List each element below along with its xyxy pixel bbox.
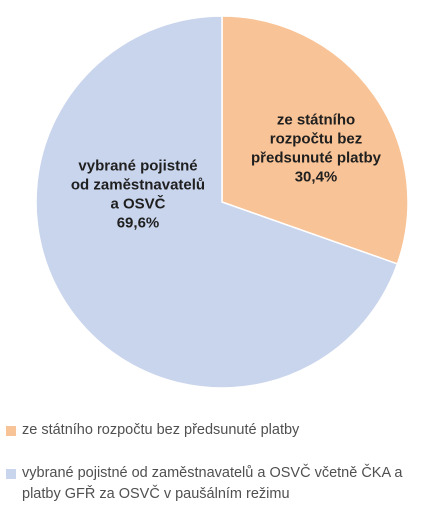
slice-label-line: předsunuté platby <box>251 150 382 167</box>
slice-label-state-budget: ze státního rozpočtu bez předsunuté platby… <box>251 112 382 186</box>
legend-swatch-collected-insurance <box>6 469 16 479</box>
legend-item-state-budget: ze státního rozpočtu bez předsunuté plat… <box>6 420 442 441</box>
pie-slice-state-budget <box>221 15 409 265</box>
slice-label-line: od zaměstnavatelů <box>71 177 205 194</box>
pie-slice-collected-insurance <box>35 15 399 389</box>
slice-value-state-budget: 30,4% <box>295 169 338 186</box>
legend-label-state-budget: ze státního rozpočtu bez předsunuté plat… <box>22 422 300 438</box>
slice-label-line: rozpočtu bez <box>270 131 363 148</box>
chart-legend: ze státního rozpočtu bez předsunuté plat… <box>6 420 442 505</box>
legend-label-collected-insurance: vybrané pojistné od zaměstnavatelů a OSV… <box>22 465 403 502</box>
slice-label-line: ze státního <box>277 112 355 129</box>
slice-value-collected-insurance: 69,6% <box>117 215 160 232</box>
legend-item-collected-insurance: vybrané pojistné od zaměstnavatelů a OSV… <box>6 463 442 505</box>
slice-label-collected-insurance: vybrané pojistné od zaměstnavatelů a OSVČ 6… <box>71 158 205 232</box>
slice-label-line: a OSVČ <box>110 195 165 213</box>
pie-chart: ze státního rozpočtu bez předsunuté platby… <box>35 15 409 389</box>
legend-swatch-state-budget <box>6 426 16 436</box>
slice-label-line: vybrané pojistné <box>78 158 197 175</box>
